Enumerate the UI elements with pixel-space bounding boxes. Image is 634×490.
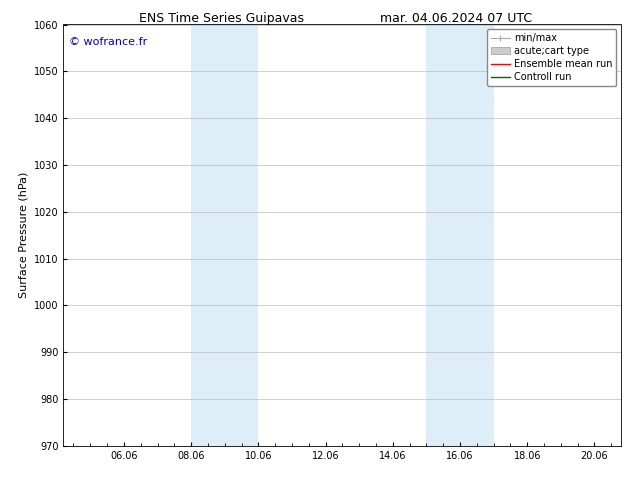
Text: © wofrance.fr: © wofrance.fr (69, 37, 147, 47)
Text: mar. 04.06.2024 07 UTC: mar. 04.06.2024 07 UTC (380, 12, 533, 25)
Y-axis label: Surface Pressure (hPa): Surface Pressure (hPa) (18, 172, 29, 298)
Legend: min/max, acute;cart type, Ensemble mean run, Controll run: min/max, acute;cart type, Ensemble mean … (487, 29, 616, 86)
Bar (427, 24, 494, 446)
Bar (191, 24, 258, 446)
Text: ENS Time Series Guipavas: ENS Time Series Guipavas (139, 12, 304, 25)
